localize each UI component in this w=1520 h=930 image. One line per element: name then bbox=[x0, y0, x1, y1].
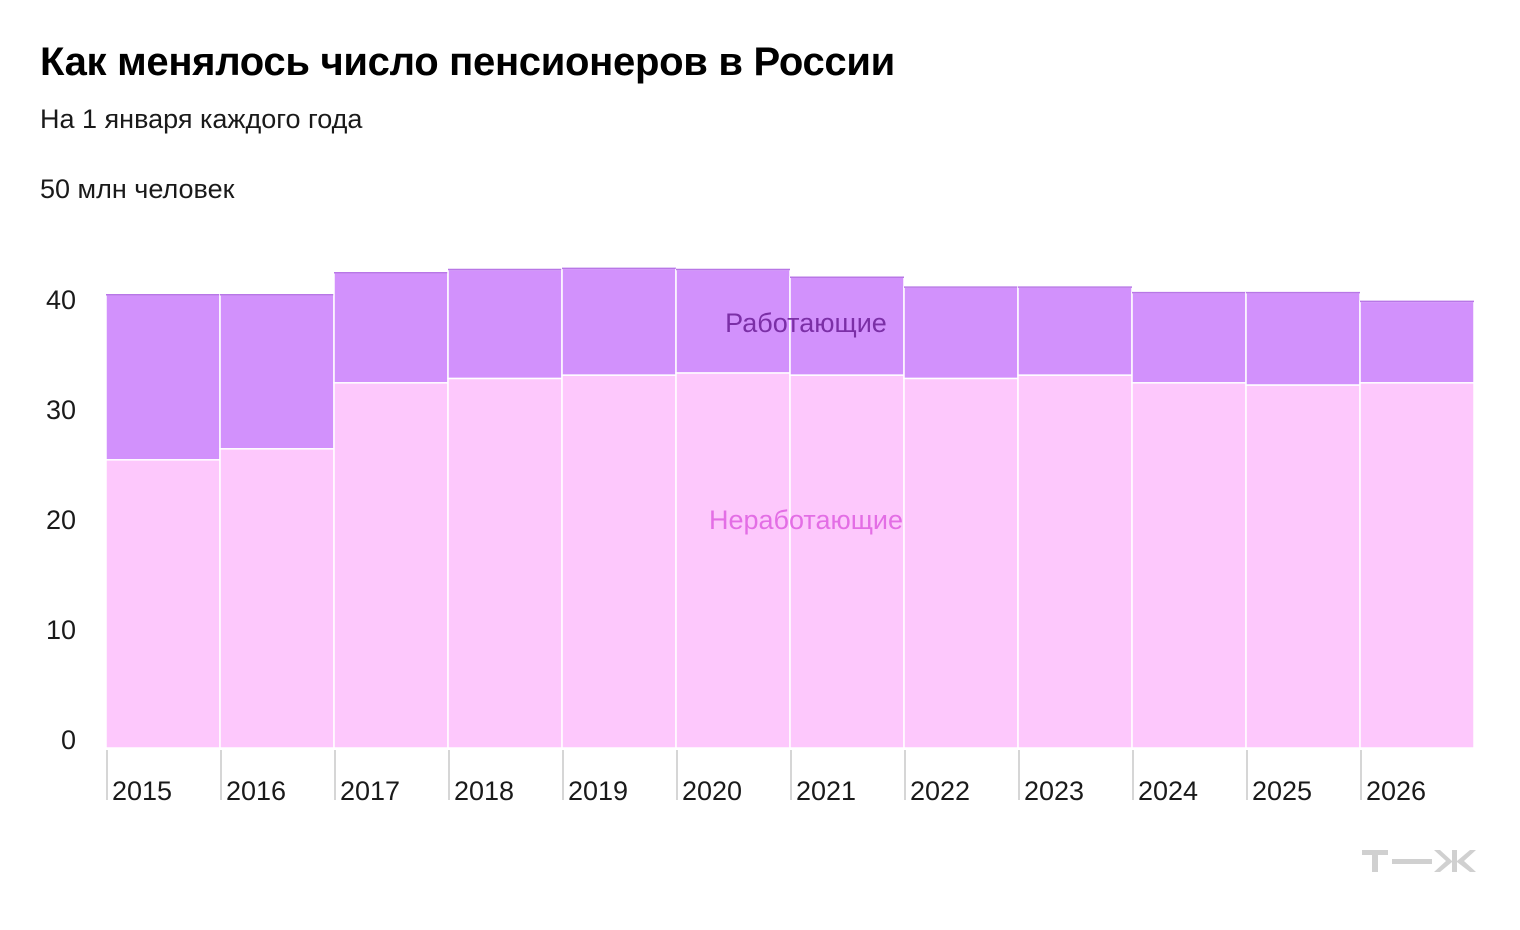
x-tick-label: 2018 bbox=[454, 776, 514, 806]
chart-subtitle: На 1 января каждого года bbox=[40, 104, 363, 134]
x-tick-label: 2015 bbox=[112, 776, 172, 806]
bar-working-2018 bbox=[447, 268, 563, 380]
x-tick-label: 2022 bbox=[910, 776, 970, 806]
bar-working-2023 bbox=[1017, 286, 1133, 376]
series-label-non-working: Неработающие bbox=[709, 505, 903, 535]
chart-title: Как менялось число пенсионеров в России bbox=[40, 40, 895, 84]
bar-working-2016 bbox=[219, 294, 335, 450]
bar-non-working-2023 bbox=[1017, 374, 1133, 749]
x-tick-label: 2023 bbox=[1024, 776, 1084, 806]
x-tick-label: 2025 bbox=[1252, 776, 1312, 806]
bar-non-working-2024 bbox=[1131, 382, 1247, 749]
y-tick-label: 40 bbox=[46, 285, 76, 315]
bar-non-working-2018 bbox=[447, 377, 563, 749]
y-tick-label: 20 bbox=[46, 505, 76, 535]
x-tick-label: 2020 bbox=[682, 776, 742, 806]
bar-non-working-2022 bbox=[903, 377, 1019, 749]
x-tick-label: 2021 bbox=[796, 776, 856, 806]
bar-non-working-2017 bbox=[333, 382, 449, 749]
y-tick-label: 10 bbox=[46, 615, 76, 645]
bar-non-working-2019 bbox=[561, 374, 677, 749]
y-axis-unit-label: 50 млн человек bbox=[40, 174, 235, 204]
bar-non-working-2016 bbox=[219, 448, 335, 749]
tj-logo-icon bbox=[1362, 850, 1476, 872]
x-tick-label: 2024 bbox=[1138, 776, 1198, 806]
bar-non-working-2015 bbox=[105, 459, 221, 749]
bar-working-2024 bbox=[1131, 291, 1247, 384]
series-label-working: Работающие bbox=[725, 308, 887, 338]
bar-working-2025 bbox=[1245, 291, 1361, 386]
bar-working-2017 bbox=[333, 272, 449, 384]
bar-non-working-2025 bbox=[1245, 384, 1361, 749]
bar-working-2019 bbox=[561, 267, 677, 376]
x-tick-label: 2026 bbox=[1366, 776, 1426, 806]
bar-working-2022 bbox=[903, 286, 1019, 380]
logo bbox=[1360, 848, 1480, 881]
bar-working-2015 bbox=[105, 294, 221, 461]
x-tick-label: 2017 bbox=[340, 776, 400, 806]
x-tick-label: 2016 bbox=[226, 776, 286, 806]
bar-non-working-2021 bbox=[789, 374, 905, 749]
bar-non-working-2020 bbox=[675, 372, 791, 749]
y-tick-label: 0 bbox=[61, 725, 76, 755]
bar-working-2026 bbox=[1359, 300, 1475, 384]
x-tick-label: 2019 bbox=[568, 776, 628, 806]
y-tick-label: 30 bbox=[46, 395, 76, 425]
bar-non-working-2026 bbox=[1359, 382, 1475, 749]
